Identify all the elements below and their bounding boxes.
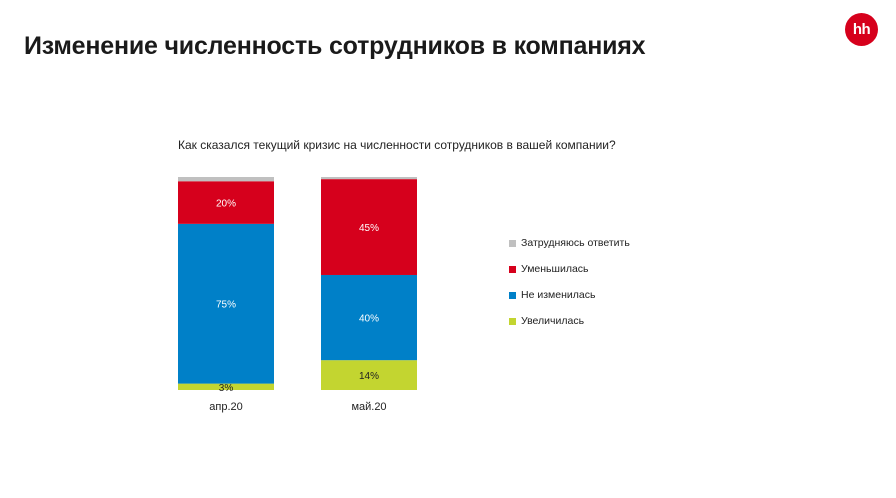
legend-swatch [509, 265, 516, 273]
legend-label: Увеличилась [521, 315, 585, 327]
bar-segment [321, 274, 417, 361]
legend-item: Затрудняюсь ответить [509, 230, 630, 256]
legend-item: Не изменилась [509, 282, 630, 308]
hh-logo: hh [845, 13, 878, 46]
bar-segment [321, 360, 417, 390]
page-title: Изменение численность сотрудников в комп… [24, 32, 646, 60]
bar-segment [321, 179, 417, 275]
bar-segment [321, 177, 417, 180]
legend-swatch [509, 291, 516, 299]
data-label: 45% [359, 223, 379, 234]
legend-label: Затрудняюсь ответить [521, 237, 630, 249]
data-label: 20% [216, 199, 236, 210]
chart-legend: Затрудняюсь ответить Уменьшилась Не измени… [509, 230, 630, 334]
bar-segment [178, 383, 274, 390]
category-label: май.20 [351, 401, 386, 413]
legend-label: Не изменилась [521, 289, 596, 301]
data-label: 3% [219, 383, 234, 394]
bar-segment [178, 223, 274, 384]
data-label: 75% [216, 300, 236, 311]
chart-title: Как сказался текущий кризис на численнос… [178, 138, 616, 152]
category-label: апр.20 [209, 401, 242, 413]
data-label: 14% [359, 371, 379, 382]
bar-segment [178, 181, 274, 224]
bar-segment [178, 177, 274, 182]
data-label: 40% [359, 314, 379, 325]
legend-item: Уменьшилась [509, 256, 630, 282]
legend-swatch [509, 239, 516, 247]
legend-label: Уменьшилась [521, 263, 589, 275]
legend-item: Увеличилась [509, 308, 630, 334]
legend-swatch [509, 317, 516, 325]
